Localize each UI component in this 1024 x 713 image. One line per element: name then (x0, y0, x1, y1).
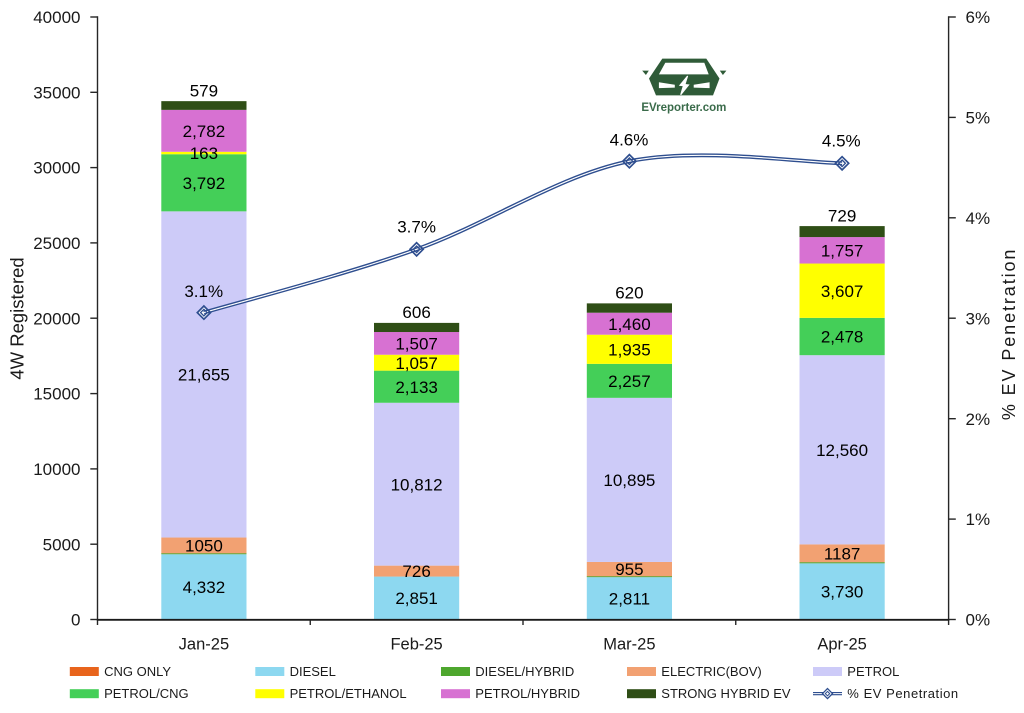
svg-text:ELECTRIC(BOV): ELECTRIC(BOV) (661, 664, 761, 679)
svg-text:0%: 0% (966, 611, 991, 630)
svg-text:2,133: 2,133 (395, 378, 438, 397)
svg-text:12,560: 12,560 (816, 441, 868, 460)
svg-text:4W Registered: 4W Registered (6, 257, 27, 379)
svg-text:4%: 4% (966, 209, 991, 228)
svg-text:2%: 2% (966, 410, 991, 429)
svg-text:5%: 5% (966, 109, 991, 128)
svg-text:1,460: 1,460 (608, 315, 651, 334)
svg-text:1,757: 1,757 (821, 241, 864, 260)
svg-text:20000: 20000 (33, 309, 80, 328)
svg-text:0: 0 (71, 611, 80, 630)
svg-text:Jan-25: Jan-25 (179, 635, 229, 653)
svg-text:163: 163 (190, 144, 218, 163)
svg-text:2,478: 2,478 (821, 328, 864, 347)
svg-text:35000: 35000 (33, 83, 80, 102)
svg-text:3%: 3% (966, 309, 991, 328)
svg-text:% EV Penetration: % EV Penetration (847, 686, 958, 701)
svg-text:1,935: 1,935 (608, 340, 651, 359)
svg-text:EVreporter.com: EVreporter.com (641, 102, 726, 114)
svg-text:620: 620 (615, 284, 643, 303)
svg-text:30000: 30000 (33, 159, 80, 178)
svg-text:955: 955 (615, 560, 643, 579)
svg-text:3.1%: 3.1% (184, 282, 223, 301)
svg-text:2,851: 2,851 (395, 589, 438, 608)
svg-text:% EV Penetration: % EV Penetration (999, 248, 1019, 420)
svg-text:2,782: 2,782 (183, 122, 226, 141)
svg-text:1%: 1% (966, 510, 991, 529)
svg-text:PETROL/ETHANOL: PETROL/ETHANOL (290, 686, 407, 701)
svg-text:Apr-25: Apr-25 (817, 635, 867, 653)
svg-text:40000: 40000 (33, 8, 80, 27)
svg-text:10000: 10000 (33, 460, 80, 479)
svg-text:3.7%: 3.7% (397, 218, 436, 237)
svg-text:PETROL/HYBRID: PETROL/HYBRID (475, 686, 580, 701)
svg-text:Feb-25: Feb-25 (390, 635, 442, 653)
svg-text:1050: 1050 (185, 537, 223, 556)
svg-text:3,730: 3,730 (821, 583, 864, 602)
svg-text:21,655: 21,655 (178, 366, 230, 385)
svg-text:579: 579 (190, 81, 218, 100)
svg-text:2,811: 2,811 (609, 589, 650, 608)
svg-text:3,792: 3,792 (183, 174, 226, 193)
svg-text:606: 606 (402, 303, 430, 322)
svg-text:4.6%: 4.6% (610, 130, 649, 149)
svg-text:CNG ONLY: CNG ONLY (104, 664, 171, 679)
svg-text:1187: 1187 (824, 544, 861, 563)
svg-text:1,057: 1,057 (395, 354, 438, 373)
svg-text:2,257: 2,257 (608, 372, 651, 391)
svg-text:3,607: 3,607 (821, 282, 864, 301)
svg-text:5000: 5000 (43, 535, 81, 554)
svg-text:Mar-25: Mar-25 (603, 635, 655, 653)
svg-text:DIESEL/HYBRID: DIESEL/HYBRID (475, 664, 574, 679)
svg-text:PETROL/CNG: PETROL/CNG (104, 686, 189, 701)
svg-text:PETROL: PETROL (847, 664, 899, 679)
svg-text:DIESEL: DIESEL (290, 664, 336, 679)
svg-text:726: 726 (402, 562, 430, 581)
svg-text:10,895: 10,895 (603, 471, 655, 490)
svg-text:15000: 15000 (33, 385, 80, 404)
svg-text:STRONG HYBRID EV: STRONG HYBRID EV (661, 686, 791, 701)
svg-text:1,507: 1,507 (395, 335, 438, 354)
svg-text:25000: 25000 (33, 234, 80, 253)
svg-text:4,332: 4,332 (183, 578, 226, 597)
svg-text:4.5%: 4.5% (822, 131, 861, 150)
svg-text:729: 729 (828, 206, 856, 225)
svg-text:6%: 6% (966, 8, 991, 27)
svg-text:10,812: 10,812 (391, 475, 443, 494)
